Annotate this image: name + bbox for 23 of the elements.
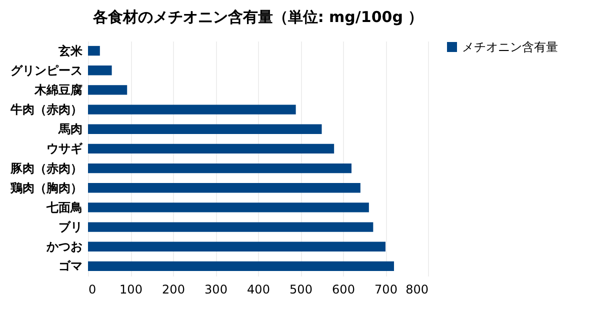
y-tick-label: 木綿豆腐: [34, 82, 82, 97]
y-tick-label: 馬肉: [58, 122, 82, 136]
chart-title: 各食材のメチオニン含有量（単位: mg/100g ）: [92, 8, 424, 26]
x-tick-label: 400: [247, 282, 270, 296]
y-tick-label: 玄米: [58, 44, 84, 58]
x-tick-label: 700: [374, 282, 398, 296]
y-tick-label: 牛肉（赤肉）: [10, 102, 82, 117]
y-tick-label: グリンピース: [10, 63, 82, 78]
y-tick-label: 鶏肉（胸肉）: [10, 180, 82, 195]
x-tick-label: 600: [332, 282, 355, 296]
legend-label: メチオニン含有量: [462, 40, 558, 54]
x-tick-label: 100: [120, 282, 142, 296]
y-tick-label: 七面鳥: [46, 200, 82, 214]
x-tick-label: 200: [162, 282, 185, 296]
y-tick-label: 豚肉（赤肉）: [10, 161, 82, 176]
x-tick-label: 500: [290, 282, 312, 296]
y-tick-label: ウサギ: [46, 142, 84, 156]
x-tick-label: 800: [406, 282, 428, 296]
y-tick-label: ゴマ: [58, 259, 82, 274]
y-tick-label: かつお: [46, 240, 82, 254]
y-tick-label: ブリ: [58, 220, 82, 234]
x-tick-label: 0: [88, 282, 96, 296]
x-tick-label: 300: [204, 282, 228, 296]
